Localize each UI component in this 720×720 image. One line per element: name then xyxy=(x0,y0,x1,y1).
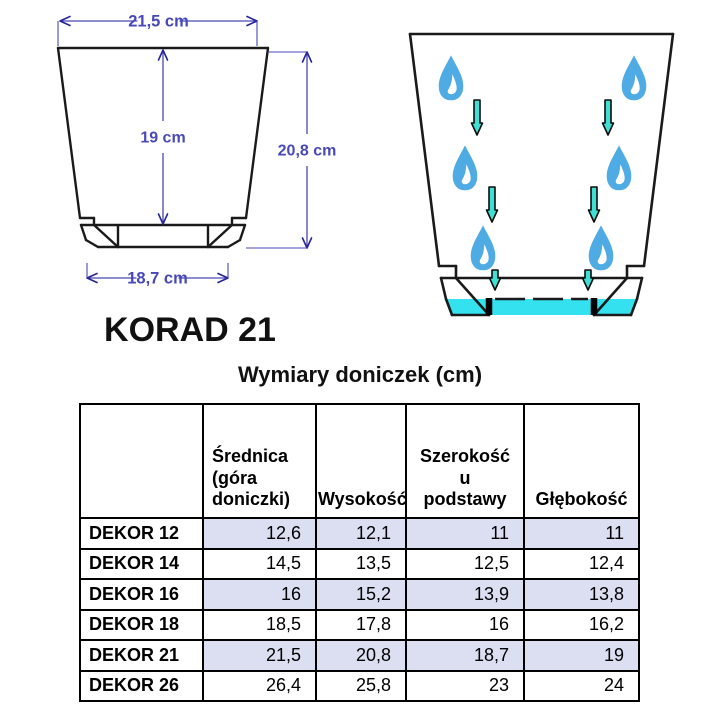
svg-text:19 cm: 19 cm xyxy=(140,130,185,147)
svg-text:20,8 cm: 20,8 cm xyxy=(278,143,337,160)
svg-text:21,5 cm: 21,5 cm xyxy=(128,13,189,31)
svg-text:18,7 cm: 18,7 cm xyxy=(127,270,188,288)
svg-text:KORAD 21: KORAD 21 xyxy=(104,311,276,349)
